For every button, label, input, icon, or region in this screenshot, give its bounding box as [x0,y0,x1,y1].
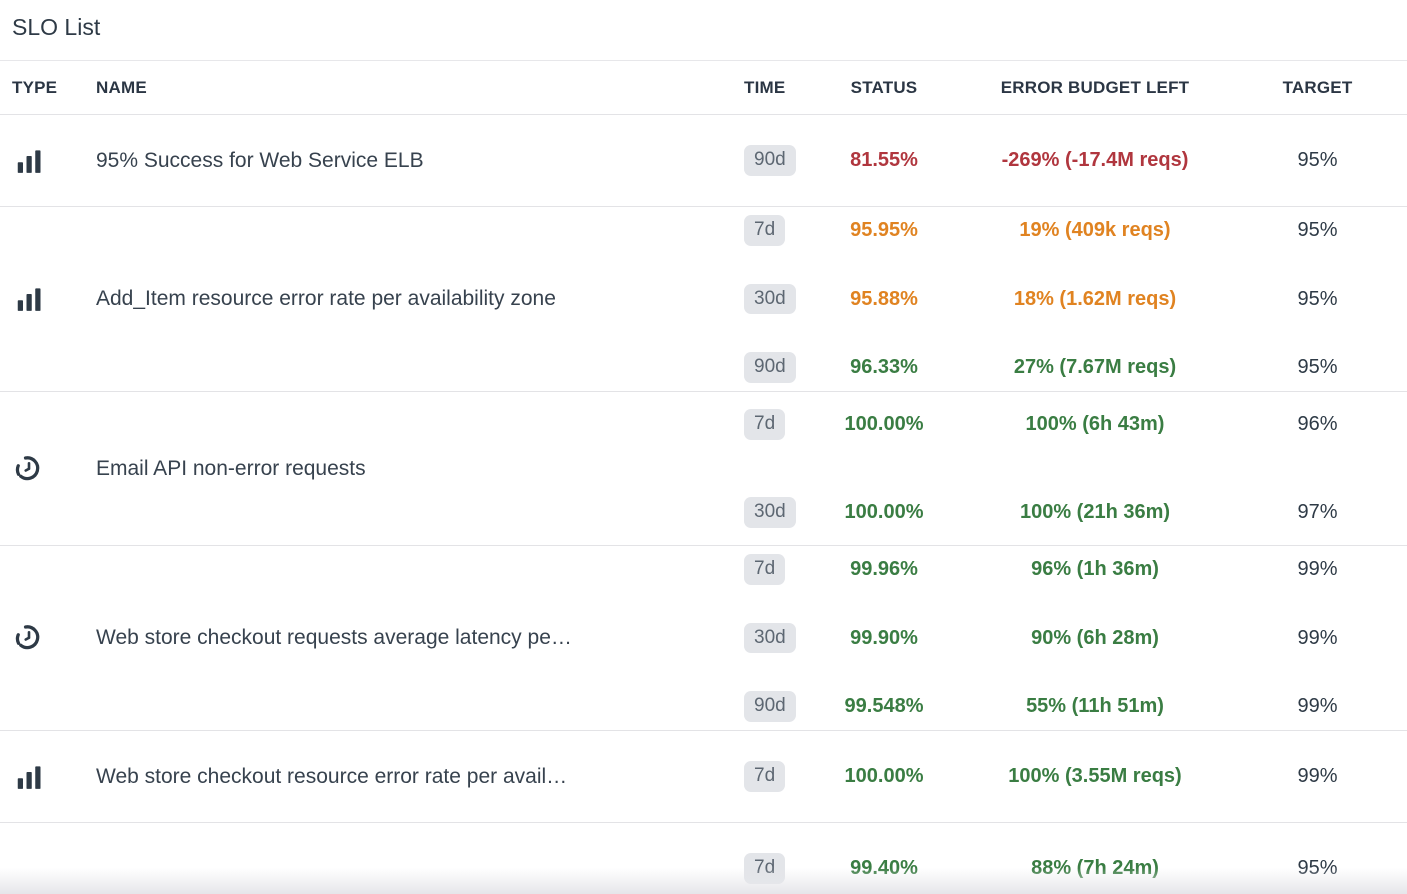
time-window-badge: 90d [744,145,796,176]
slo-window-subrow: 30d 99.90%90% (6h 28m)99% [730,615,1407,662]
error-budget-left-value: 100% (3.55M reqs) [950,765,1240,788]
slo-window-subrow: 7d 100.00%100% (6h 43m)96% [730,392,1407,458]
slo-type-cell [0,146,96,176]
stopwatch-icon [14,623,44,653]
time-window-badge: 7d [744,761,785,792]
slo-table-row[interactable]: 95% Success for Web Service ELB 90d 81.55%… [0,115,1407,207]
slo-table-body: 95% Success for Web Service ELB 90d 81.55%… [0,115,1407,894]
status-value: 100.00% [818,765,950,788]
target-value: 99% [1240,695,1395,718]
slo-table-row[interactable]: Web store checkout requests average late… [0,546,1407,731]
slo-window-subrow: 90d 96.33%27% (7.67M reqs)95% [730,344,1407,391]
slo-table-row[interactable]: 7d 99.40%88% (7h 24m)95% [0,823,1407,894]
column-header-name[interactable]: NAME [96,78,730,98]
column-header-error-budget-left[interactable]: ERROR BUDGET LEFT [950,78,1240,98]
status-value: 99.96% [818,558,950,581]
error-budget-left-value: 90% (6h 28m) [950,627,1240,650]
time-window-badge: 7d [744,409,785,440]
target-value: 99% [1240,627,1395,650]
page-title: SLO List [0,0,1407,60]
slo-name[interactable]: Add_Item resource error rate per availab… [96,287,730,311]
target-value: 99% [1240,765,1395,788]
target-value: 95% [1240,857,1395,880]
column-header-time[interactable]: TIME [730,78,818,98]
slo-window-subrow: 7d 99.40%88% (7h 24m)95% [730,823,1407,894]
column-header-target[interactable]: TARGET [1240,78,1395,98]
table-header-row: TYPE NAME TIME STATUS ERROR BUDGET LEFT … [0,60,1407,115]
slo-list-panel: SLO List TYPE NAME TIME STATUS ERROR BUD… [0,0,1407,894]
status-value: 96.33% [818,356,950,379]
slo-table-row[interactable]: Web store checkout resource error rate p… [0,731,1407,823]
slo-window-subrow: 90d 81.55%-269% (-17.4M reqs)95% [730,115,1407,206]
time-window-badge: 7d [744,215,785,246]
status-value: 99.90% [818,627,950,650]
slo-windows: 7d 99.40%88% (7h 24m)95% [730,823,1407,894]
status-value: 100.00% [818,501,950,524]
time-window-badge: 30d [744,623,796,654]
slo-windows: 7d99.96%96% (1h 36m)99%30d99.90%90% (6h … [730,546,1407,730]
slo-type-cell [0,284,96,314]
slo-type-cell [0,623,96,653]
time-window-badge: 7d [744,853,785,884]
target-value: 99% [1240,558,1395,581]
target-value: 95% [1240,356,1395,379]
status-value: 81.55% [818,149,950,172]
slo-type-cell [0,762,96,792]
target-value: 95% [1240,149,1395,172]
bar-chart-icon [14,146,44,176]
error-budget-left-value: 18% (1.62M reqs) [950,288,1240,311]
slo-window-subrow: 30d 100.00%100% (21h 36m)97% [730,480,1407,546]
status-value: 99.548% [818,695,950,718]
error-budget-left-value: 55% (11h 51m) [950,695,1240,718]
column-header-status[interactable]: STATUS [818,78,950,98]
target-value: 95% [1240,219,1395,242]
time-window-badge: 30d [744,497,796,528]
slo-name[interactable]: Email API non-error requests [96,457,730,481]
slo-windows: 7d 100.00%100% (3.55M reqs)99% [730,731,1407,822]
slo-type-cell [0,454,96,484]
error-budget-left-value: 96% (1h 36m) [950,558,1240,581]
error-budget-left-value: 27% (7.67M reqs) [950,356,1240,379]
slo-name[interactable]: Web store checkout requests average late… [96,626,730,650]
slo-window-subrow: 30d 95.88%18% (1.62M reqs)95% [730,276,1407,323]
status-value: 95.88% [818,288,950,311]
column-header-type[interactable]: TYPE [0,78,96,98]
slo-windows: 7d100.00%100% (6h 43m)96%30d100.00%100% … [730,392,1407,545]
time-window-badge: 30d [744,284,796,315]
error-budget-left-value: 100% (21h 36m) [950,501,1240,524]
status-value: 95.95% [818,219,950,242]
status-value: 100.00% [818,413,950,436]
slo-window-subrow: 90d 99.548%55% (11h 51m)99% [730,683,1407,730]
bar-chart-icon [14,284,44,314]
slo-window-subrow: 7d 95.95%19% (409k reqs)95% [730,207,1407,254]
time-window-badge: 90d [744,691,796,722]
time-window-badge: 90d [744,352,796,383]
slo-name[interactable]: 95% Success for Web Service ELB [96,149,730,173]
error-budget-left-value: 88% (7h 24m) [950,857,1240,880]
target-value: 95% [1240,288,1395,311]
error-budget-left-value: 100% (6h 43m) [950,413,1240,436]
slo-windows: 90d 81.55%-269% (-17.4M reqs)95% [730,115,1407,206]
slo-windows: 7d95.95%19% (409k reqs)95%30d95.88%18% (… [730,207,1407,391]
slo-window-subrow: 7d 99.96%96% (1h 36m)99% [730,546,1407,593]
time-window-badge: 7d [744,554,785,585]
slo-window-subrow: 7d 100.00%100% (3.55M reqs)99% [730,731,1407,822]
error-budget-left-value: -269% (-17.4M reqs) [950,149,1240,172]
target-value: 97% [1240,501,1395,524]
slo-table-row[interactable]: Email API non-error requests7d100.00%100… [0,392,1407,546]
status-value: 99.40% [818,857,950,880]
bar-chart-icon [14,762,44,792]
target-value: 96% [1240,413,1395,436]
slo-name[interactable]: Web store checkout resource error rate p… [96,765,730,789]
stopwatch-icon [14,454,44,484]
error-budget-left-value: 19% (409k reqs) [950,219,1240,242]
slo-table-row[interactable]: Add_Item resource error rate per availab… [0,207,1407,392]
